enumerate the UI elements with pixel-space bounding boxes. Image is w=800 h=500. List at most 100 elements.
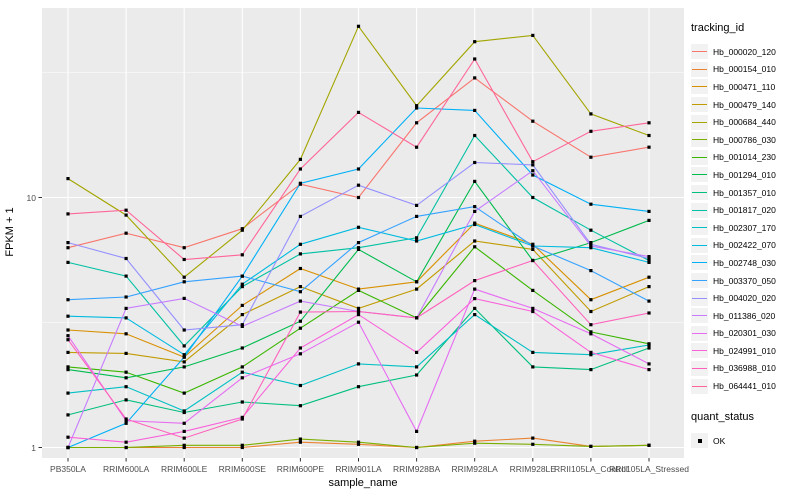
data-point bbox=[473, 441, 477, 445]
data-point bbox=[298, 167, 302, 171]
data-point bbox=[124, 213, 128, 217]
data-point bbox=[473, 160, 477, 165]
data-point bbox=[240, 228, 244, 232]
data-point bbox=[647, 443, 651, 447]
data-point bbox=[66, 334, 70, 338]
legend-item-label: Hb_020301_030 bbox=[713, 328, 776, 339]
data-point bbox=[473, 313, 477, 317]
legend-line-swatch-icon bbox=[691, 343, 708, 359]
data-point bbox=[182, 409, 186, 413]
data-point bbox=[240, 282, 244, 286]
data-point bbox=[589, 309, 593, 314]
data-point bbox=[589, 444, 593, 448]
legend-item-Hb_000479_140: Hb_000479_140 bbox=[691, 96, 799, 114]
data-point bbox=[240, 445, 244, 450]
legend-line-swatch-icon bbox=[691, 202, 708, 218]
data-point bbox=[647, 121, 651, 125]
data-point bbox=[531, 195, 535, 200]
legend-item-Hb_064441_010: Hb_064441_010 bbox=[691, 377, 799, 395]
data-point bbox=[647, 260, 651, 264]
data-point bbox=[356, 309, 361, 314]
data-point bbox=[240, 253, 244, 257]
data-point bbox=[473, 245, 477, 249]
data-point bbox=[473, 209, 477, 213]
data-point bbox=[589, 244, 593, 248]
ok-point-marker-icon bbox=[691, 433, 708, 449]
data-point bbox=[647, 255, 651, 259]
data-point bbox=[298, 181, 302, 185]
legend-line-swatch-icon bbox=[691, 167, 708, 183]
x-tick-label-RRIM600LA: RRIM600LA bbox=[102, 464, 150, 474]
legend-item-label: Hb_001014_230 bbox=[713, 152, 776, 163]
data-point bbox=[647, 362, 651, 366]
data-point bbox=[531, 442, 535, 446]
data-point bbox=[356, 442, 361, 446]
data-point bbox=[415, 287, 419, 291]
legend-item-Hb_011386_020: Hb_011386_020 bbox=[691, 307, 799, 325]
data-point bbox=[298, 310, 302, 314]
data-point bbox=[298, 285, 302, 289]
legend-line-swatch-icon bbox=[691, 325, 708, 341]
legend-line-swatch-icon bbox=[691, 114, 708, 130]
data-point bbox=[356, 385, 361, 389]
x-axis-title: sample_name bbox=[328, 477, 398, 489]
legend-line-swatch-icon bbox=[691, 308, 708, 324]
data-point bbox=[415, 236, 419, 240]
data-point bbox=[298, 214, 302, 218]
data-point bbox=[124, 421, 128, 425]
data-point bbox=[182, 257, 186, 262]
legend-item-label: Hb_002422_070 bbox=[713, 240, 776, 251]
legend-item-label: Hb_000154_010 bbox=[713, 64, 776, 75]
data-point bbox=[589, 129, 593, 133]
data-point bbox=[182, 436, 186, 440]
data-point bbox=[356, 167, 361, 171]
x-tick-label-RRIM928LE: RRIM928LE bbox=[509, 464, 556, 474]
x-tick-label-RRIM901LA: RRIM901LA bbox=[335, 464, 382, 474]
data-point bbox=[66, 177, 70, 181]
data-point bbox=[647, 258, 651, 263]
data-point bbox=[124, 274, 128, 278]
data-point bbox=[356, 440, 361, 444]
data-point bbox=[298, 266, 302, 271]
legend-line-swatch-icon bbox=[691, 44, 708, 60]
data-point bbox=[473, 205, 477, 209]
data-point bbox=[182, 443, 186, 447]
data-point bbox=[356, 110, 361, 114]
x-tick-label-RRIM600SE: RRIM600SE bbox=[218, 464, 266, 474]
data-point bbox=[589, 228, 593, 232]
data-point bbox=[473, 239, 477, 243]
legend-item-Hb_000471_110: Hb_000471_110 bbox=[691, 78, 799, 96]
data-point bbox=[124, 351, 128, 355]
data-point bbox=[298, 440, 302, 444]
data-point bbox=[124, 295, 128, 299]
data-point bbox=[647, 368, 651, 372]
data-point bbox=[589, 202, 593, 206]
data-point bbox=[240, 274, 244, 278]
data-point bbox=[124, 419, 128, 423]
data-point bbox=[298, 437, 302, 441]
data-point bbox=[531, 247, 535, 251]
legend-item-label: Hb_036988_010 bbox=[713, 363, 776, 374]
legend-item-Hb_002748_030: Hb_002748_030 bbox=[691, 254, 799, 272]
data-point bbox=[182, 365, 186, 369]
legend-item-Hb_024991_010: Hb_024991_010 bbox=[691, 342, 799, 360]
legend-item-Hb_000684_440: Hb_000684_440 bbox=[691, 113, 799, 131]
legend-line-swatch-icon bbox=[691, 149, 708, 165]
data-point bbox=[531, 33, 535, 37]
legend-item-Hb_001014_230: Hb_001014_230 bbox=[691, 149, 799, 167]
data-point bbox=[531, 160, 535, 164]
data-point bbox=[473, 222, 477, 227]
legend-item-Hb_003370_050: Hb_003370_050 bbox=[691, 272, 799, 290]
data-point bbox=[531, 244, 535, 248]
data-point bbox=[473, 439, 477, 443]
quant-legend-title: quant_status bbox=[691, 410, 754, 423]
data-point bbox=[240, 323, 244, 327]
data-point bbox=[124, 332, 128, 336]
data-point bbox=[589, 332, 593, 336]
data-point bbox=[182, 445, 186, 450]
data-point bbox=[356, 183, 361, 187]
data-point bbox=[647, 218, 651, 222]
data-point bbox=[66, 314, 70, 318]
